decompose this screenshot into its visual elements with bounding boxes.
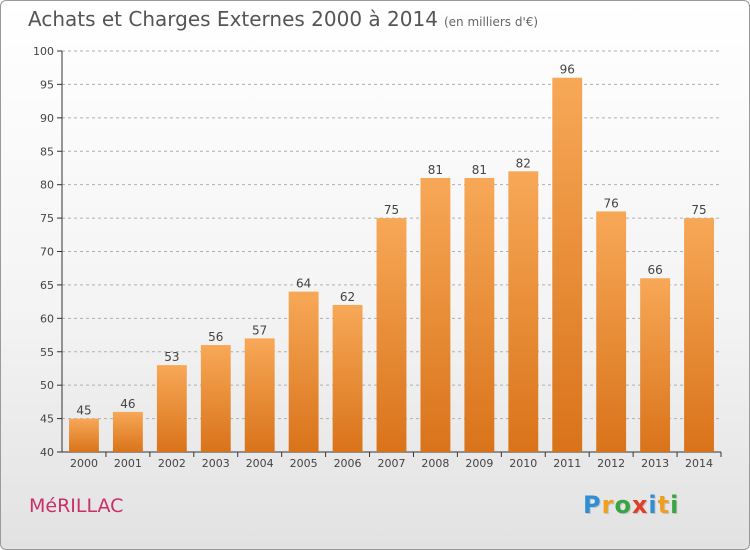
y-tick-label: 45 bbox=[40, 413, 54, 426]
bar bbox=[244, 338, 275, 452]
bar-value-label: 46 bbox=[120, 397, 135, 411]
logo-letter: o bbox=[614, 491, 632, 519]
bar-value-label: 45 bbox=[76, 404, 91, 418]
bar bbox=[508, 171, 539, 453]
x-tick-label: 2006 bbox=[334, 457, 362, 470]
y-tick-label: 65 bbox=[40, 279, 54, 292]
bar-value-label: 57 bbox=[252, 323, 267, 337]
logo-letter: x bbox=[631, 491, 649, 519]
bar-value-label: 82 bbox=[516, 156, 531, 170]
bar-value-label: 75 bbox=[384, 203, 399, 217]
x-tick-label: 2003 bbox=[202, 457, 230, 470]
bar bbox=[596, 211, 627, 452]
x-tick-label: 2014 bbox=[685, 457, 713, 470]
y-tick-label: 50 bbox=[40, 379, 54, 392]
x-tick-label: 2007 bbox=[378, 457, 406, 470]
chart-title: Achats et Charges Externes 2000 à 2014 (e… bbox=[28, 7, 538, 31]
y-tick-label: 70 bbox=[40, 246, 54, 259]
bar bbox=[420, 177, 451, 452]
x-tick-label: 2011 bbox=[553, 457, 581, 470]
place-name: MéRILLAC bbox=[29, 495, 124, 517]
title-unit: (en milliers d'€) bbox=[443, 15, 539, 29]
bar bbox=[464, 177, 495, 452]
bar-value-label: 66 bbox=[647, 263, 662, 277]
y-tick-label: 95 bbox=[40, 78, 54, 91]
bar bbox=[112, 411, 143, 452]
bar-value-label: 64 bbox=[296, 277, 311, 291]
x-tick-label: 2009 bbox=[465, 457, 493, 470]
proxiti-logo: Proxiti bbox=[583, 491, 679, 519]
bar-value-label: 81 bbox=[472, 163, 487, 177]
y-tick-label: 40 bbox=[40, 446, 54, 459]
bar bbox=[332, 304, 363, 452]
bar-value-label: 53 bbox=[164, 350, 179, 364]
y-tick-label: 90 bbox=[40, 112, 54, 125]
bar bbox=[376, 218, 407, 452]
bar-value-label: 96 bbox=[560, 63, 575, 77]
y-tick-label: 100 bbox=[33, 45, 54, 58]
logo-letter: i bbox=[670, 491, 680, 519]
bar bbox=[156, 365, 187, 452]
y-tick-label: 85 bbox=[40, 145, 54, 158]
x-tick-label: 2008 bbox=[421, 457, 449, 470]
bar bbox=[684, 218, 714, 452]
bar bbox=[69, 418, 99, 452]
x-tick-label: 2004 bbox=[246, 457, 274, 470]
x-tick-label: 2005 bbox=[290, 457, 318, 470]
bar-value-label: 75 bbox=[691, 203, 706, 217]
bar-value-label: 76 bbox=[604, 196, 619, 210]
bar bbox=[552, 77, 583, 452]
bar bbox=[200, 345, 231, 452]
logo-letter: i bbox=[648, 491, 658, 519]
x-tick-label: 2013 bbox=[641, 457, 669, 470]
logo-letter: r bbox=[601, 491, 615, 519]
bar bbox=[640, 278, 671, 452]
x-tick-label: 2001 bbox=[114, 457, 142, 470]
y-tick-label: 55 bbox=[40, 346, 54, 359]
x-tick-label: 2002 bbox=[158, 457, 186, 470]
bar bbox=[288, 291, 319, 452]
y-tick-label: 75 bbox=[40, 212, 54, 225]
logo-letter: P bbox=[583, 491, 602, 519]
bar-value-label: 56 bbox=[208, 330, 223, 344]
title-text: Achats et Charges Externes 2000 à 2014 bbox=[28, 7, 438, 31]
bar-value-label: 62 bbox=[340, 290, 355, 304]
bar-value-label: 81 bbox=[428, 163, 443, 177]
x-tick-label: 2012 bbox=[597, 457, 625, 470]
x-tick-label: 2010 bbox=[509, 457, 537, 470]
x-tick-label: 2000 bbox=[70, 457, 98, 470]
logo-letter: t bbox=[657, 491, 671, 519]
y-tick-label: 80 bbox=[40, 179, 54, 192]
y-tick-label: 60 bbox=[40, 312, 54, 325]
